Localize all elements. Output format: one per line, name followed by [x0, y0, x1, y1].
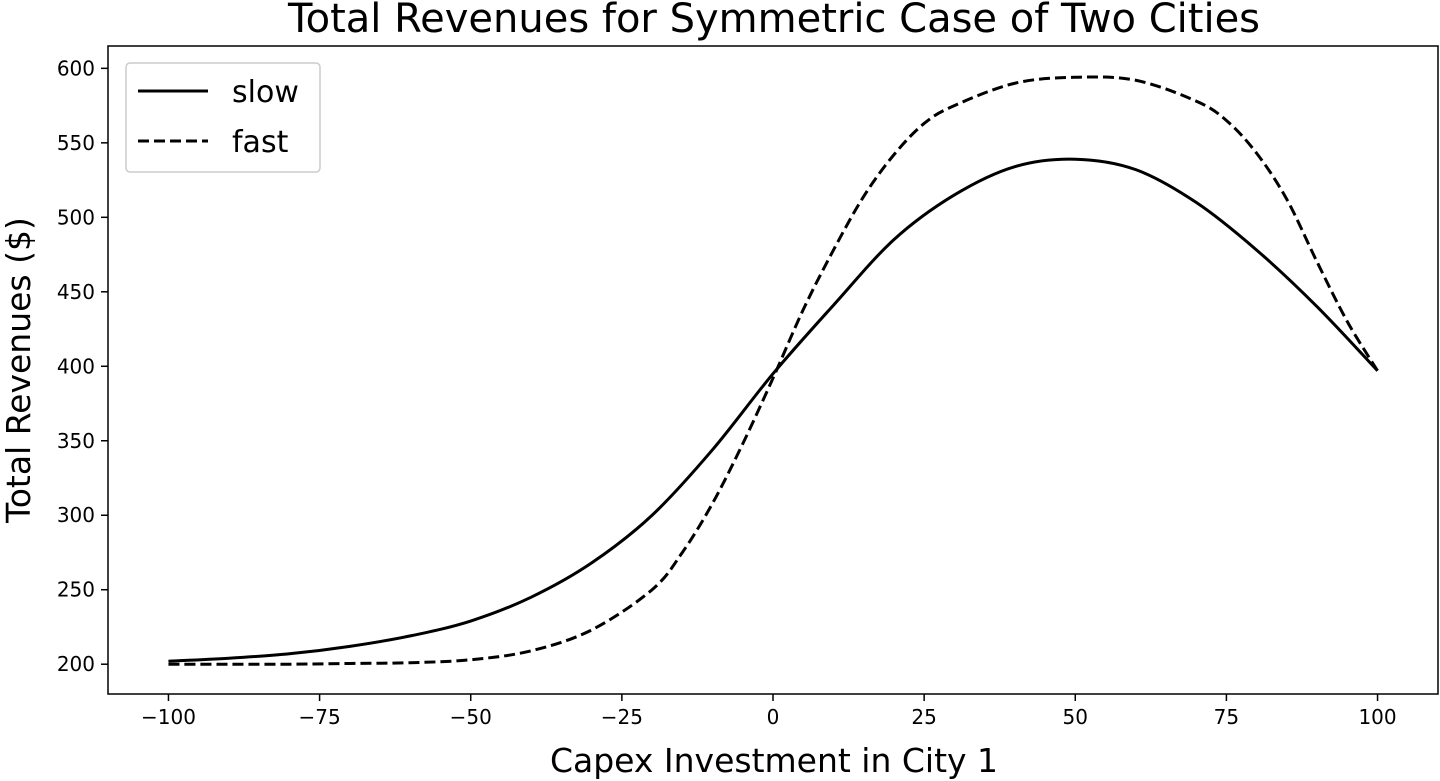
legend-label-slow: slow — [232, 75, 299, 110]
y-tick-label: 200 — [57, 652, 95, 676]
series-line-slow — [168, 157, 1379, 663]
x-tick-label: −25 — [601, 705, 643, 729]
x-axis: −100 −75 −50 −25 0 25 50 75 100 — [141, 694, 1397, 729]
y-tick-label: 500 — [57, 205, 95, 229]
legend-label-fast: fast — [232, 125, 289, 160]
y-axis: 200 250 300 350 400 450 500 550 600 — [57, 56, 108, 676]
x-tick-label: −100 — [141, 705, 196, 729]
y-tick-label: 450 — [57, 280, 95, 304]
x-tick-label: 50 — [1063, 705, 1088, 729]
series-layer — [168, 75, 1379, 666]
y-axis-label: Total Revenues ($) — [0, 217, 38, 524]
series-line-fast — [168, 75, 1379, 666]
y-tick-label: 400 — [57, 354, 95, 378]
x-tick-label: 0 — [767, 705, 780, 729]
y-tick-label: 600 — [57, 56, 95, 80]
y-tick-label: 250 — [57, 578, 95, 602]
x-tick-label: −50 — [450, 705, 492, 729]
y-tick-label: 550 — [57, 131, 95, 155]
plot-area: −100 −75 −50 −25 0 25 50 75 100 200 250 300 350 400 4… — [57, 45, 1439, 729]
y-tick-label: 300 — [57, 503, 95, 527]
y-tick-label: 350 — [57, 429, 95, 453]
legend: slow fast — [125, 62, 321, 173]
x-tick-label: 75 — [1214, 705, 1239, 729]
x-tick-label: 100 — [1358, 705, 1396, 729]
x-axis-label: Capex Investment in City 1 — [550, 741, 998, 780]
x-tick-label: −75 — [298, 705, 340, 729]
chart-title: Total Revenues for Symmetric Case of Two… — [287, 0, 1260, 42]
x-tick-label: 25 — [911, 705, 936, 729]
